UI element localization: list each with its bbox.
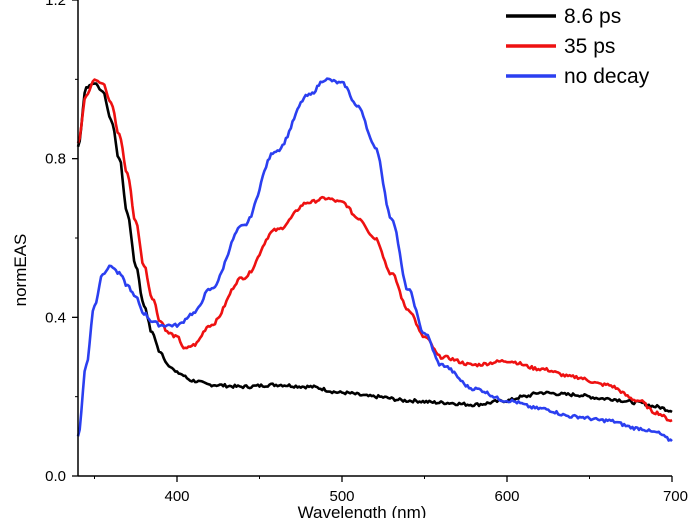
plot-lines [76,77,673,443]
y-tick-label: 0.4 [45,309,66,326]
x-tick-label: 400 [164,488,189,505]
x-tick-label: 600 [494,488,519,505]
legend: 8.6 ps 35 ps no decay [506,5,650,88]
y-tick-label: 0.8 [45,151,66,168]
legend-label-3: no decay [564,65,650,88]
x-axis-label: Wavelength (nm) [298,503,427,518]
series-line-1 [76,82,673,414]
legend-label-2: 35 ps [564,35,615,58]
y-axis-label: normEAS [11,234,30,307]
y-tick-label: 0.0 [45,468,66,485]
series-line-3 [76,77,673,443]
ticks [72,0,673,482]
series-line-2 [76,78,673,423]
x-tick-label: 700 [663,488,688,505]
tick-labels: 400 500 600 700 0.0 0.4 0.8 1.2 [45,0,688,505]
legend-label-1: 8.6 ps [564,5,621,28]
y-tick-label: 1.2 [45,0,66,9]
x-tick-label: 500 [329,488,354,505]
